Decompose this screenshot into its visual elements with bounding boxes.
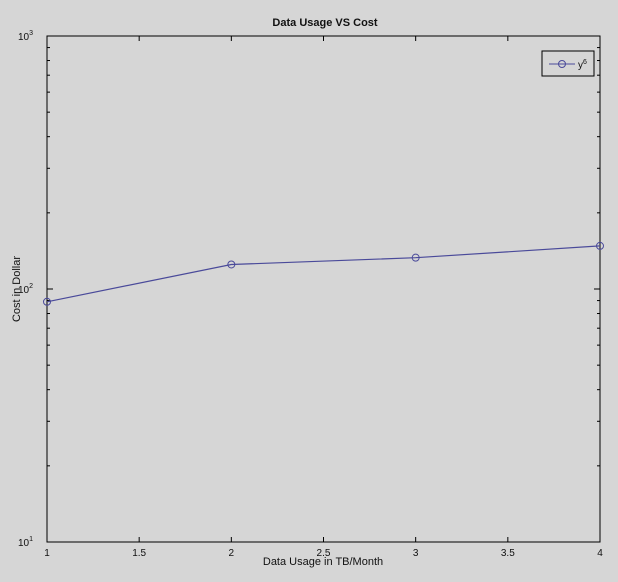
y-tick-label: 102: [18, 283, 33, 296]
legend-marker: [558, 60, 566, 68]
data-point: [227, 260, 236, 269]
x-tick-label: 4: [597, 548, 603, 559]
y-tick-label: 101: [18, 536, 33, 549]
x-tick-label: 3: [413, 548, 419, 559]
legend: y6: [541, 50, 595, 77]
y-axis-ticks: 101 102 103: [18, 30, 600, 549]
x-tick-label: 1: [44, 548, 50, 559]
data-point: [596, 241, 604, 250]
series-layer: [43, 241, 604, 306]
y-axis-label: Cost in Dollar: [11, 256, 23, 322]
x-tick-label: 1.5: [132, 548, 146, 559]
legend-series-label: y6: [578, 59, 587, 71]
x-tick-label: 2: [229, 548, 235, 559]
x-axis-label: Data Usage in TB/Month: [263, 556, 383, 568]
series-line: [46, 245, 601, 303]
x-tick-label: 2.5: [317, 548, 331, 559]
y-tick-label: 103: [18, 30, 33, 43]
chart-title: Data Usage VS Cost: [272, 17, 377, 29]
plot-area: [46, 35, 601, 543]
x-axis-ticks: 1 1.5 2 2.5 3 3.5 4: [44, 36, 603, 559]
x-tick-label: 3.5: [501, 548, 515, 559]
data-point: [411, 253, 420, 262]
data-point: [43, 297, 51, 306]
